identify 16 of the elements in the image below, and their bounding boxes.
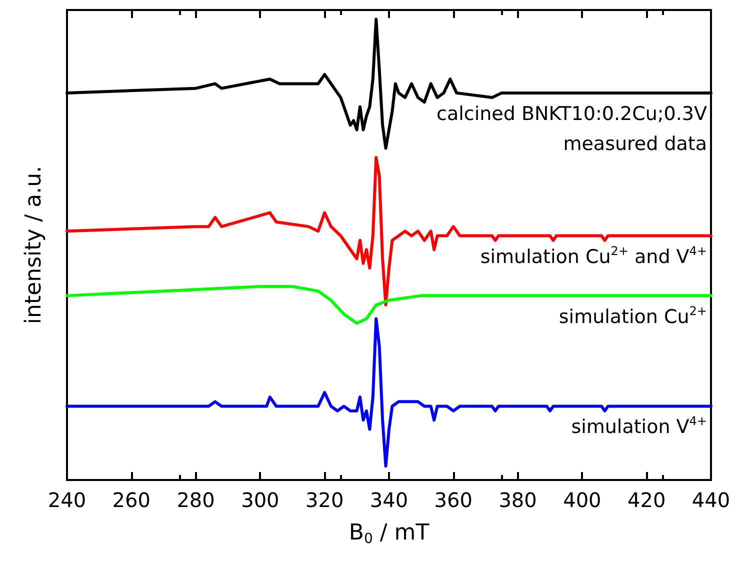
x-tick-label: 300 <box>241 488 280 512</box>
x-tick-label: 400 <box>563 488 602 512</box>
x-tick-label: 380 <box>498 488 537 512</box>
x-tick-label: 260 <box>112 488 150 512</box>
series-label: calcined BNKT10:0.2Cu;0.3V measured data <box>436 102 707 157</box>
series-label: simulation Cu$^{2+}$ and V$^{4+}$ <box>480 242 707 270</box>
x-tick-label: 280 <box>176 488 215 512</box>
x-tick-label: 420 <box>628 488 666 512</box>
x-tick-label: 240 <box>48 488 86 512</box>
x-tick-label: 340 <box>370 488 408 512</box>
x-tick-label: 320 <box>306 488 344 512</box>
series-label: simulation Cu$^{2+}$ <box>558 302 707 330</box>
x-tick-label: 360 <box>434 488 472 512</box>
x-tick-label: 440 <box>692 488 730 512</box>
y-axis-title: intensity / a.u. <box>22 166 46 324</box>
series-label: simulation V$^{4+}$ <box>571 413 707 440</box>
